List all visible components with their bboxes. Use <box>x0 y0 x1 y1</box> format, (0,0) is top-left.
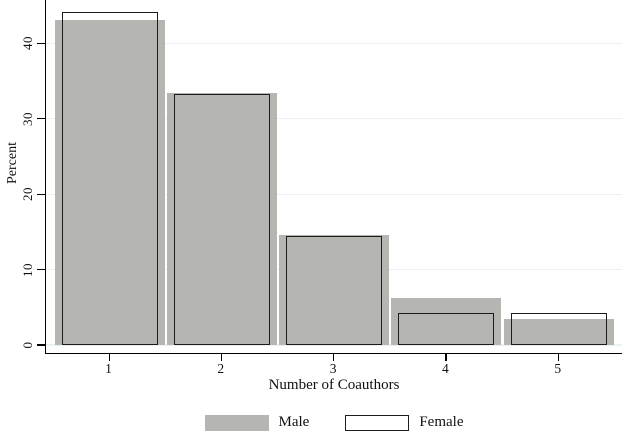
x-axis-title: Number of Coauthors <box>268 377 400 393</box>
legend-item-male: Male <box>204 414 310 431</box>
y-tick <box>37 193 45 195</box>
female-bar <box>173 93 270 345</box>
y-tick <box>37 269 45 271</box>
legend: Male Female <box>22 414 624 431</box>
female-bar <box>510 312 607 345</box>
x-tick <box>445 354 447 361</box>
x-tick-label: 1 <box>105 361 112 376</box>
plot-area <box>45 0 622 354</box>
gridline <box>46 118 622 120</box>
x-tick-label: 4 <box>442 361 449 376</box>
x-tick <box>333 354 335 361</box>
y-tick-label: 0 <box>20 341 35 349</box>
x-tick <box>557 354 559 361</box>
y-tick <box>37 344 45 346</box>
female-bar <box>61 11 158 345</box>
y-tick-label: 20 <box>20 187 35 202</box>
male-bar <box>503 318 614 345</box>
female-bar <box>286 235 383 345</box>
y-tick-label: 40 <box>20 36 35 51</box>
female-bar <box>398 312 495 345</box>
gridline <box>46 193 622 195</box>
legend-female-label: Female <box>419 414 464 430</box>
male-bar <box>166 93 277 345</box>
gridline <box>46 42 622 44</box>
legend-item-female: Female <box>345 414 463 431</box>
y-tick-label: 30 <box>20 111 35 126</box>
x-tick-label: 2 <box>217 361 225 376</box>
y-tick-label: 10 <box>20 262 35 277</box>
y-tick <box>37 42 45 44</box>
legend-male-label: Male <box>278 414 310 430</box>
y-axis-title: Percent <box>5 142 20 184</box>
x-tick-label: 3 <box>329 361 337 376</box>
y-tick <box>37 118 45 120</box>
x-tick-label: 5 <box>554 361 562 376</box>
male-bar <box>279 234 390 345</box>
male-bar <box>391 298 502 345</box>
x-tick <box>220 354 222 361</box>
x-tick <box>108 354 110 361</box>
female-swatch <box>345 414 410 431</box>
male-bar <box>54 20 165 345</box>
male-swatch <box>204 414 269 431</box>
